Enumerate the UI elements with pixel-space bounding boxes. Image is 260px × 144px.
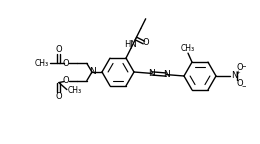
- Text: N: N: [163, 70, 170, 79]
- Text: N: N: [89, 68, 95, 76]
- Text: −: −: [242, 64, 246, 69]
- Text: CH₃: CH₃: [35, 59, 49, 68]
- Text: O: O: [142, 38, 149, 47]
- Text: O: O: [62, 76, 69, 85]
- Text: O: O: [237, 79, 243, 89]
- Text: CH₃: CH₃: [181, 44, 195, 53]
- Text: N: N: [148, 69, 155, 78]
- Text: −: −: [242, 84, 246, 89]
- Text: O: O: [56, 92, 62, 101]
- Text: O: O: [62, 59, 69, 68]
- Text: +: +: [236, 70, 240, 74]
- Text: HN: HN: [125, 40, 137, 49]
- Text: CH₃: CH₃: [68, 86, 82, 95]
- Text: O: O: [237, 64, 243, 72]
- Text: O: O: [56, 45, 62, 54]
- Text: N: N: [231, 72, 237, 80]
